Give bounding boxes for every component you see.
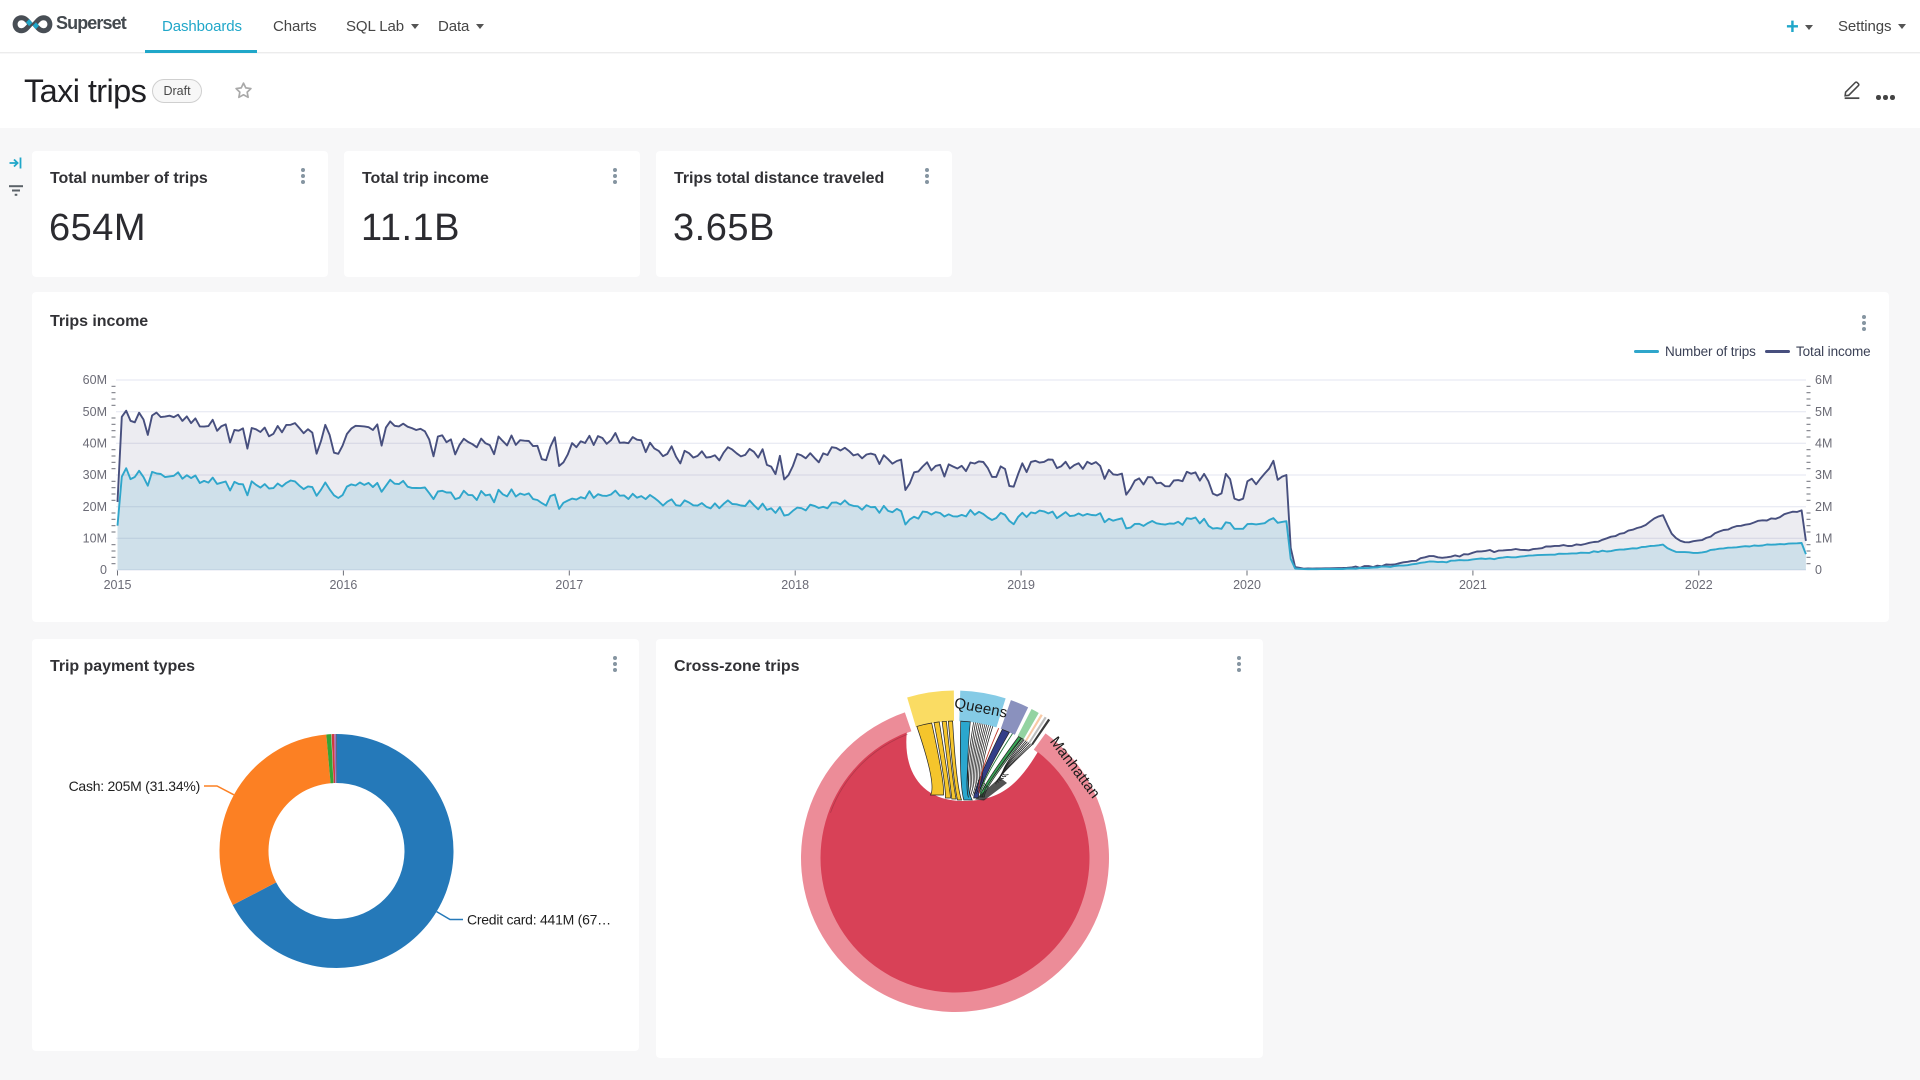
svg-text:2017: 2017: [555, 578, 583, 592]
svg-text:20M: 20M: [83, 499, 107, 513]
svg-text:30M: 30M: [83, 468, 107, 482]
svg-text:50M: 50M: [83, 404, 107, 418]
svg-text:3M: 3M: [1815, 468, 1832, 482]
svg-text:2016: 2016: [329, 578, 357, 592]
svg-text:0: 0: [1815, 563, 1822, 577]
svg-text:2022: 2022: [1685, 578, 1713, 592]
svg-text:2018: 2018: [781, 578, 809, 592]
svg-text:6M: 6M: [1815, 373, 1832, 387]
svg-text:60M: 60M: [83, 373, 107, 387]
svg-text:2021: 2021: [1459, 578, 1487, 592]
svg-text:4M: 4M: [1815, 436, 1832, 450]
svg-text:2020: 2020: [1233, 578, 1261, 592]
svg-text:2015: 2015: [104, 578, 132, 592]
svg-text:10M: 10M: [83, 531, 107, 545]
svg-text:Cash: 205M (31.34%): Cash: 205M (31.34%): [69, 778, 200, 794]
svg-text:Credit card: 441M (67…: Credit card: 441M (67…: [467, 912, 611, 928]
svg-text:5M: 5M: [1815, 404, 1832, 418]
svg-text:2M: 2M: [1815, 499, 1832, 513]
svg-text:2019: 2019: [1007, 578, 1035, 592]
svg-text:40M: 40M: [83, 436, 107, 450]
svg-text:1M: 1M: [1815, 531, 1832, 545]
svg-text:0: 0: [100, 563, 107, 577]
